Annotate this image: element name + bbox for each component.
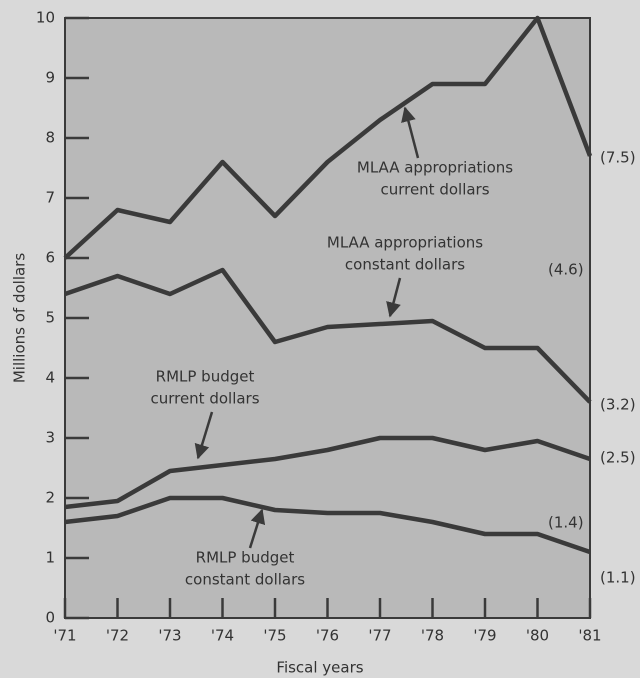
y-tick-label: 7 <box>45 189 55 207</box>
x-tick-label: '81 <box>578 627 601 645</box>
annotation: RMLP budget <box>156 368 255 386</box>
x-tick-label: '72 <box>106 627 129 645</box>
arrow <box>386 277 402 318</box>
end-label: (1.4) <box>548 514 584 532</box>
y-tick-label: 5 <box>45 309 55 327</box>
x-tick-label: '77 <box>368 627 391 645</box>
x-tick-label: '74 <box>211 627 234 645</box>
annotation: constant dollars <box>345 256 465 274</box>
end-label: (1.1) <box>600 569 636 587</box>
x-axis-label: Fiscal years <box>276 659 363 677</box>
annotation: constant dollars <box>185 571 305 589</box>
x-tick-label: '76 <box>316 627 339 645</box>
y-tick-label: 4 <box>45 369 55 387</box>
y-tick-label: 10 <box>36 9 55 27</box>
y-tick-label: 0 <box>45 609 55 627</box>
annotation: current dollars <box>150 390 259 408</box>
annotation: MLAA appropriations <box>357 159 513 177</box>
end-label: (3.2) <box>600 396 636 414</box>
arrow <box>248 508 266 549</box>
annotation: MLAA appropriations <box>327 234 483 252</box>
plot-area <box>64 17 591 619</box>
arrow <box>194 411 214 460</box>
x-tick-label: '79 <box>473 627 496 645</box>
end-label: (2.5) <box>600 449 636 467</box>
x-tick-label: '73 <box>158 627 181 645</box>
arrow <box>401 106 420 159</box>
x-tick-label: '75 <box>263 627 286 645</box>
arrows <box>194 106 420 549</box>
end-label: (7.5) <box>600 149 636 167</box>
y-tick-label: 2 <box>45 489 55 507</box>
y-tick-label: 1 <box>45 549 55 567</box>
end-label: (4.6) <box>548 261 584 279</box>
y-tick-label: 9 <box>45 69 55 87</box>
series-line <box>64 267 592 404</box>
y-tick-label: 8 <box>45 129 55 147</box>
y-tick-label: 3 <box>45 429 55 447</box>
x-tick-label: '71 <box>53 627 76 645</box>
series-line <box>63 15 593 260</box>
annotation: RMLP budget <box>196 549 295 567</box>
series-line <box>64 435 591 510</box>
x-tick-label: '80 <box>526 627 549 645</box>
x-tick-label: '78 <box>421 627 444 645</box>
annotation: current dollars <box>380 181 489 199</box>
series-line <box>64 495 591 555</box>
y-axis-label: Millions of dollars <box>11 253 29 383</box>
y-tick-label: 6 <box>45 249 55 267</box>
